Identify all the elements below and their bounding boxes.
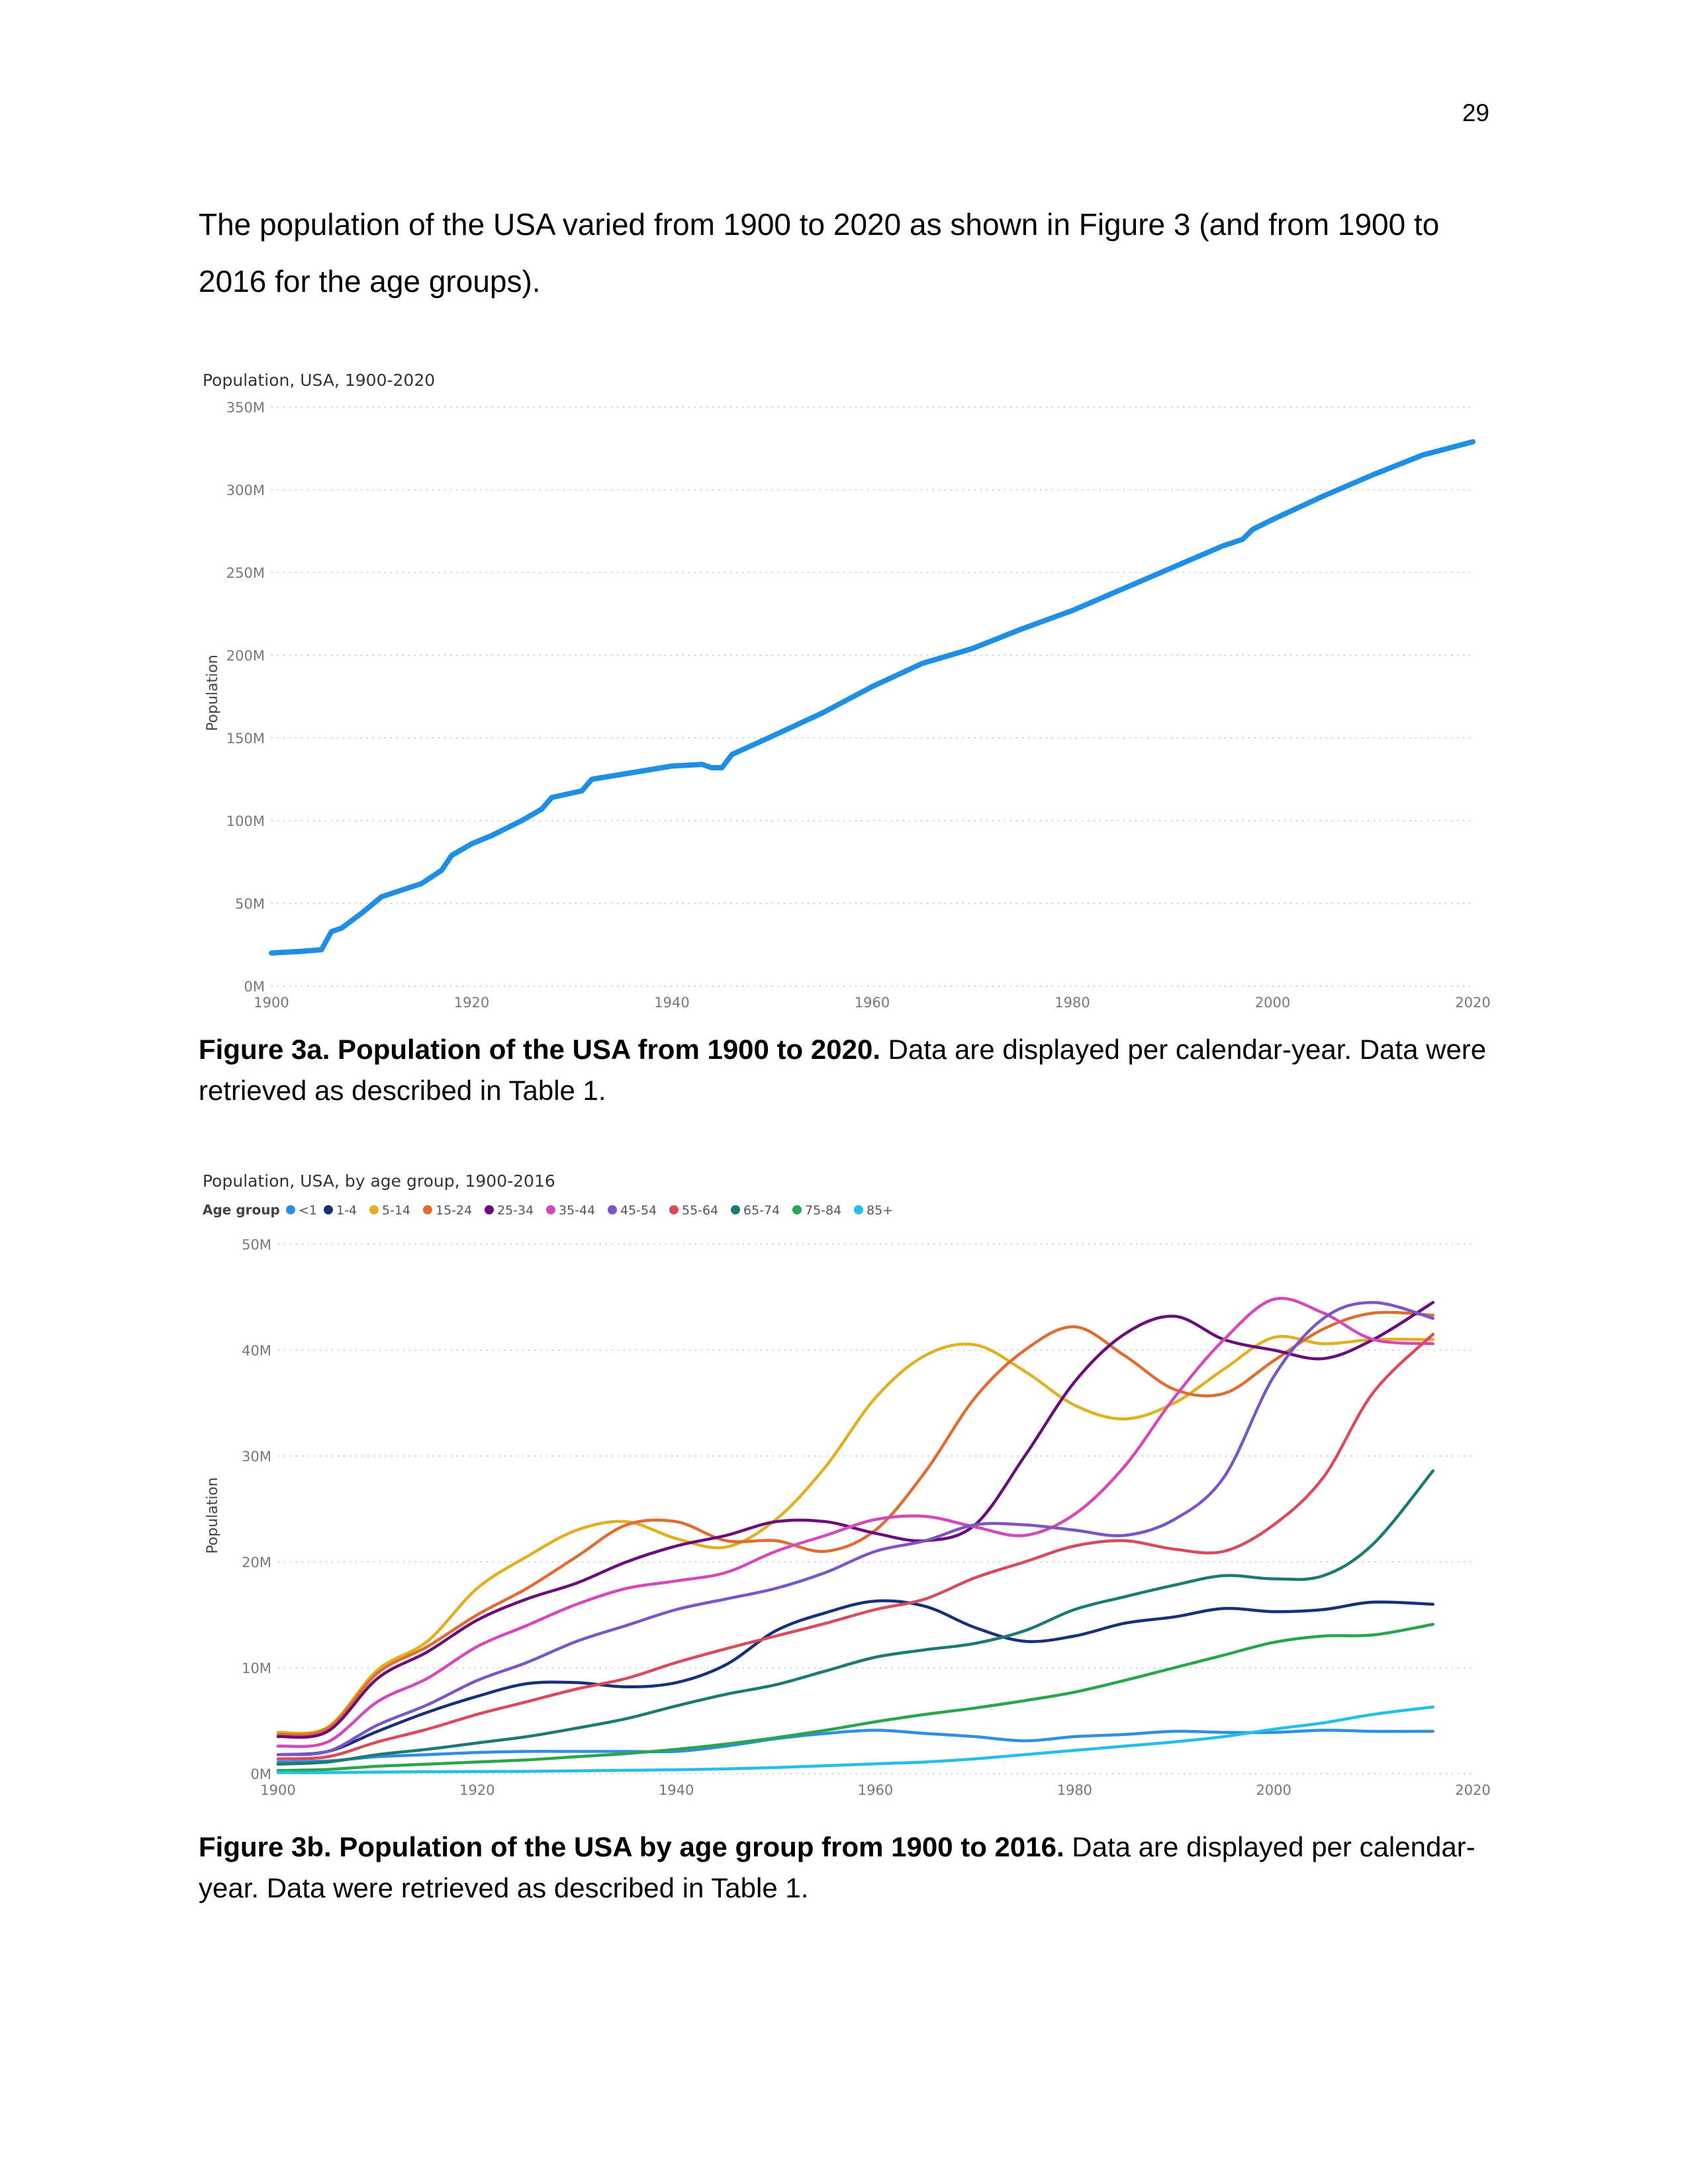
chart-a-y-axis-label: Population xyxy=(205,655,221,731)
intro-paragraph: The population of the USA varied from 19… xyxy=(199,207,1440,298)
x-tick-label: 1900 xyxy=(260,1782,295,1797)
legend-item: 55-64 xyxy=(669,1203,718,1218)
x-tick-label: 2000 xyxy=(1256,1782,1291,1797)
x-tick-label: 2020 xyxy=(1455,995,1490,1009)
series-line-1 xyxy=(276,1729,1435,1764)
y-tick-label: 100M xyxy=(226,813,265,829)
legend-item: 75-84 xyxy=(792,1203,841,1218)
legend-item: <1 xyxy=(286,1203,317,1218)
y-tick-label: 300M xyxy=(226,482,265,498)
chart-a-series xyxy=(269,439,1476,956)
x-tick-label: 1960 xyxy=(855,995,890,1009)
legend-label: 65-74 xyxy=(743,1203,780,1218)
chart-b-legend-title: Age group xyxy=(203,1202,280,1218)
y-tick-label: 250M xyxy=(226,565,265,581)
x-tick-label: 1900 xyxy=(254,995,289,1009)
chart-b-y-ticks: 0M 10M 20M 30M 40M 50M xyxy=(242,1237,271,1782)
legend-item: 5-14 xyxy=(369,1203,410,1218)
series-line-45-54 xyxy=(276,1300,1435,1756)
population-total-chart: Population, USA, 1900-2020 Population 0M… xyxy=(203,371,1491,1009)
chart-a-x-ticks: 1900 1920 1940 1960 1980 2000 2020 xyxy=(254,995,1490,1009)
chart-b-legend: <1 1-4 5-14 15-24 25-34 35-44 45-54 55-64 65-74 7… xyxy=(286,1203,893,1218)
legend-marker xyxy=(546,1205,555,1214)
legend-item: 15-24 xyxy=(423,1203,472,1218)
x-tick-label: 1920 xyxy=(454,995,489,1009)
chart-b-y-axis-label: Population xyxy=(205,1477,221,1554)
population-by-age-chart: Population, USA, by age group, 1900-2016… xyxy=(203,1171,1491,1797)
series-line-55-64 xyxy=(276,1332,1435,1760)
legend-label: 1-4 xyxy=(336,1203,357,1218)
y-tick-label: 30M xyxy=(242,1449,271,1465)
x-tick-label: 1920 xyxy=(459,1782,494,1797)
legend-marker xyxy=(669,1205,679,1214)
figure-3a-caption: Figure 3a. Population of the USA from 19… xyxy=(199,1029,1496,1111)
legend-label: 15-24 xyxy=(436,1203,472,1218)
legend-item: 35-44 xyxy=(546,1203,595,1218)
x-tick-label: 1960 xyxy=(858,1782,893,1797)
legend-label: 25-34 xyxy=(497,1203,534,1218)
series-line-75-84 xyxy=(276,1623,1435,1772)
legend-item: 1-4 xyxy=(324,1203,357,1218)
chart-a-y-ticks: 0M 50M 100M 150M 200M 250M 300M 350M xyxy=(226,400,265,995)
figure-3a-caption-text: Data are displayed per calendar-year. Da… xyxy=(199,1034,1487,1106)
series-line-5-14 xyxy=(276,1335,1435,1735)
figure-3b-caption-bold: Figure 3b. Population of the USA by age … xyxy=(199,1831,1064,1862)
figure-3b-caption: Figure 3b. Population of the USA by age … xyxy=(199,1827,1496,1909)
series-line-85 xyxy=(276,1705,1435,1774)
y-tick-label: 0M xyxy=(244,979,265,995)
legend-item: 25-34 xyxy=(485,1203,534,1218)
x-tick-label: 1940 xyxy=(654,995,689,1009)
legend-label: <1 xyxy=(299,1203,317,1218)
chart-a-title: Population, USA, 1900-2020 xyxy=(203,371,435,390)
legend-marker xyxy=(792,1205,802,1214)
y-tick-label: 40M xyxy=(242,1343,271,1359)
legend-marker xyxy=(369,1205,379,1214)
legend-label: 55-64 xyxy=(682,1203,718,1218)
figure-3b-caption-text: Data are displayed per calendar-year. Da… xyxy=(199,1831,1476,1903)
chart-b-x-ticks: 1900 1920 1940 1960 1980 2000 2020 xyxy=(260,1782,1490,1797)
y-tick-label: 350M xyxy=(226,400,265,416)
x-tick-label: 1940 xyxy=(659,1782,694,1797)
legend-marker xyxy=(286,1205,295,1214)
legend-label: 45-54 xyxy=(620,1203,657,1218)
legend-item: 45-54 xyxy=(608,1203,657,1218)
legend-label: 75-84 xyxy=(805,1203,841,1218)
y-tick-label: 50M xyxy=(242,1237,271,1253)
y-tick-label: 10M xyxy=(242,1661,271,1676)
legend-marker xyxy=(854,1205,863,1214)
figure-3a-caption-bold: Figure 3a. Population of the USA from 19… xyxy=(199,1034,880,1065)
legend-label: 85+ xyxy=(867,1203,893,1218)
series-line-65-74 xyxy=(276,1469,1435,1766)
chart-b-series xyxy=(276,1297,1435,1774)
legend-item: 85+ xyxy=(854,1203,893,1218)
x-tick-label: 1980 xyxy=(1057,1782,1092,1797)
series-line-15-24 xyxy=(276,1310,1435,1737)
legend-marker xyxy=(423,1205,432,1214)
legend-marker xyxy=(731,1205,740,1214)
x-tick-label: 2000 xyxy=(1255,995,1290,1009)
chart-a-gridlines xyxy=(271,406,1473,987)
legend-marker xyxy=(485,1205,494,1214)
y-tick-label: 20M xyxy=(242,1555,271,1570)
chart-b-title: Population, USA, by age group, 1900-2016 xyxy=(203,1171,555,1191)
x-tick-label: 2020 xyxy=(1455,1782,1490,1797)
legend-label: 5-14 xyxy=(382,1203,410,1218)
y-tick-label: 150M xyxy=(226,731,265,747)
series-line-25-34 xyxy=(276,1300,1435,1739)
y-tick-label: 50M xyxy=(235,896,265,912)
series-line-population xyxy=(269,439,1476,956)
legend-marker xyxy=(608,1205,617,1214)
y-tick-label: 200M xyxy=(226,648,265,664)
series-line-1-4 xyxy=(276,1599,1435,1756)
legend-marker xyxy=(324,1205,333,1214)
x-tick-label: 1980 xyxy=(1055,995,1090,1009)
y-tick-label: 0M xyxy=(251,1766,271,1782)
legend-label: 35-44 xyxy=(559,1203,595,1218)
page-number: 29 xyxy=(1462,99,1489,126)
legend-item: 65-74 xyxy=(731,1203,780,1218)
series-line-35-44 xyxy=(276,1297,1435,1749)
